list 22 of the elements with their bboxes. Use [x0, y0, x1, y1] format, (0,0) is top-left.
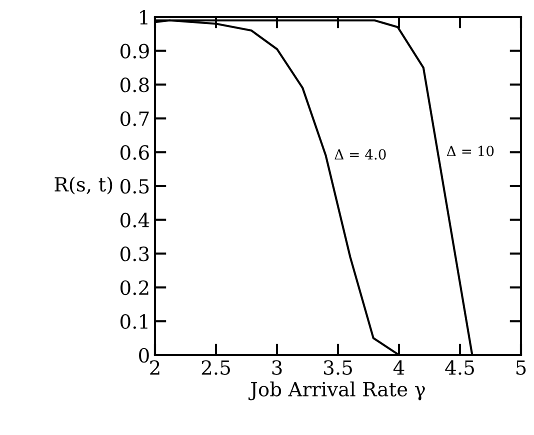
- annotation: Δ = 10: [446, 146, 494, 156]
- y-tick-label: 0.9: [120, 44, 149, 58]
- x-tick-label: 3: [272, 360, 282, 375]
- y-tick-label: 0.3: [120, 246, 149, 262]
- x-tick-label: 3.5: [324, 360, 352, 375]
- x-tick-label: 4.5: [445, 360, 474, 375]
- y-axis-title: R(s, t): [54, 176, 112, 194]
- y-tick-label: 0.5: [120, 178, 149, 194]
- y-tick-label: 0.2: [120, 280, 148, 296]
- x-axis-title: Job Arrival Rate γ: [248, 381, 425, 400]
- y-tick-label: 0: [139, 348, 149, 363]
- x-tick-label: 4: [393, 360, 404, 375]
- y-tick-label: 0.8: [120, 78, 149, 92]
- x-tick-label: 2.5: [202, 360, 230, 375]
- y-tick-label: 0.7: [120, 111, 149, 126]
- y-tick-label: 0.1: [120, 314, 148, 329]
- y-tick-label: 0.4: [120, 212, 150, 228]
- x-tick-label: 2: [150, 360, 160, 375]
- annotation: Δ = 4.0: [334, 149, 386, 160]
- y-tick-label: 1: [140, 10, 148, 24]
- x-tick-label: 5: [516, 360, 526, 375]
- y-tick-label: 0.6: [120, 145, 149, 160]
